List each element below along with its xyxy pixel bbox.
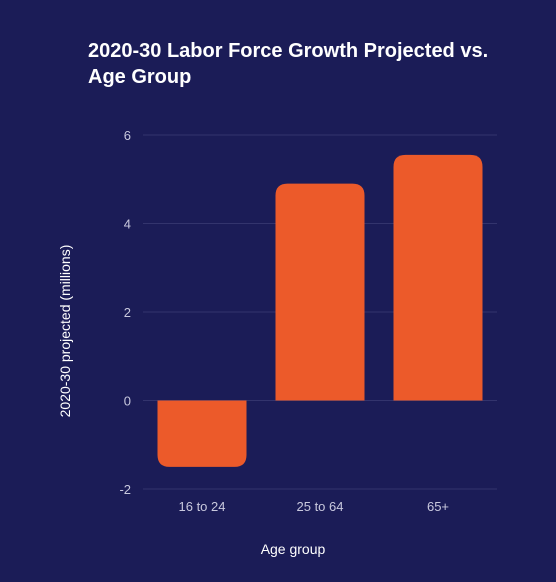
y-tick-label: 2	[124, 305, 131, 320]
y-tick-label: -2	[119, 482, 131, 497]
y-axis-label: 2020-30 projected (millions)	[57, 245, 73, 418]
bars	[157, 154, 483, 467]
x-tick-label: 65+	[427, 499, 449, 514]
bar-25-to-64	[275, 183, 365, 401]
x-axis-label: Age group	[261, 541, 326, 557]
x-tick-label: 25 to 64	[297, 499, 344, 514]
x-tick-label: 16 to 24	[179, 499, 226, 514]
y-tick-label: 0	[124, 394, 131, 409]
y-tick-label: 6	[124, 128, 131, 143]
x-tick-labels: 16 to 24 25 to 64 65+	[179, 499, 450, 514]
y-tick-label: 4	[124, 217, 131, 232]
y-tick-labels: -2 0 2 4 6	[119, 128, 131, 497]
bar-16-to-24	[157, 400, 247, 467]
bar-65	[393, 154, 483, 401]
chart-title: 2020-30 Labor Force Growth Projected vs.…	[88, 40, 489, 88]
